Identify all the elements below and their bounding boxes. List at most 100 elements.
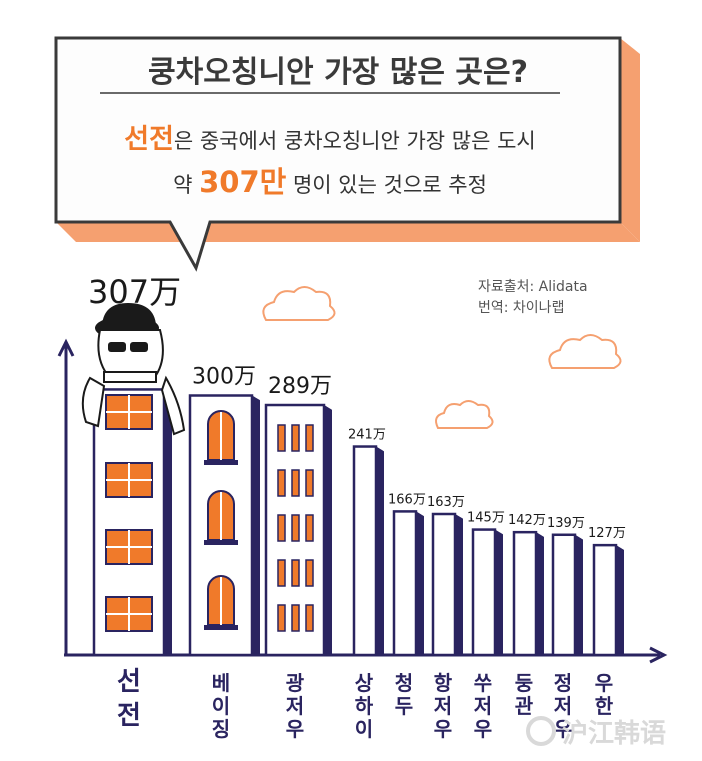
bar-face [392,510,418,657]
value-label-1: 300万 [192,365,256,390]
bubble-body [54,36,622,272]
bar-4 [392,510,424,657]
watermark-text: 沪江韩语 [562,719,666,749]
building-window [204,410,238,465]
value-label-6: 145万 [467,511,505,526]
building-window [305,559,314,587]
bar-0 [92,388,172,657]
line1-rest: 은 중국에서 쿵차오칭니안 가장 많은 도시 [174,129,536,153]
value-label-7: 142万 [508,513,546,528]
x-axis-arrow [649,646,668,664]
bar-side [252,395,260,655]
bar-face [512,530,538,657]
mascot-sunglasses-right [130,342,148,352]
value-label-3: 241万 [348,428,386,443]
building-window [291,469,300,497]
cloud-2 [548,334,622,369]
cloud-1 [262,286,336,321]
bubble-title: 쿵차오칭니안 가장 많은 곳은? [148,55,528,90]
bar-face [431,512,457,657]
value-label-2: 289万 [268,374,332,399]
source-line-2: 번역: 차이나랩 [478,300,564,316]
watermark: 沪江韩语 [526,716,666,749]
building-window [204,575,238,630]
line2-highlight: 307만 [199,165,287,199]
building-window [305,424,314,452]
category-labels-group: 선 전 베 이 징 광 저 우 상 하 이 청 두 항 저 우 쑤 저 우 둥 관 정 저 우 우 한 [117,667,614,741]
building-window [277,604,286,632]
bar-side [455,514,463,655]
building-window [291,424,300,452]
bar-3 [352,445,384,657]
building-window [291,604,300,632]
bar-side [416,511,424,655]
building-window [105,596,153,632]
cloud-3 [435,400,494,429]
building-window [204,490,238,545]
bar-face [551,533,577,657]
building-window [105,462,153,498]
building-window [305,604,314,632]
value-label-0: 307万 [88,273,181,311]
bar-1 [188,394,260,657]
bubble-side-face [620,38,640,242]
value-label-9: 127万 [588,526,626,541]
line2-suffix: 명이 있는 것으로 추정 [286,173,487,197]
building-window [277,424,286,452]
mascot-arm-right [160,375,186,436]
bar-8 [551,533,583,657]
bar-side [324,405,332,655]
mascot-illustration [81,303,186,436]
building-window [105,394,153,430]
bubble-line-1: 선전은 중국에서 쿵차오칭니안 가장 많은 도시 [124,124,536,155]
building-window [277,514,286,542]
building-window [277,469,286,497]
bar-face [592,543,618,657]
building-window [291,514,300,542]
bar-5 [431,512,463,657]
building-window [291,559,300,587]
value-label-4: 166万 [388,492,426,507]
speech-bubble: 쿵차오칭니안 가장 많은 곳은? 선전은 중국에서 쿵차오칭니안 가장 많은 도… [54,36,640,272]
building-window [305,514,314,542]
bar-side [376,446,384,655]
mascot-hands [103,371,157,383]
bars-group [92,388,624,657]
line2-prefix: 약 [173,173,199,197]
bar-side [536,532,544,655]
building-window [305,469,314,497]
mascot-face [97,329,164,379]
source-line-1: 자료출처: Alidata [478,279,588,295]
building-window [277,559,286,587]
watermark-icon [526,716,556,746]
building-window [105,529,153,565]
bar-side [575,534,583,655]
bubble-line-2: 약 307만 명이 있는 것으로 추정 [173,165,487,199]
line1-highlight: 선전 [124,124,174,155]
bar-side [616,545,624,655]
y-axis-arrow [57,338,75,357]
bar-face [352,445,378,657]
mascot-sunglasses-left [108,342,126,352]
bar-side [495,529,503,655]
bar-6 [471,528,503,657]
bubble-bottom-face [56,222,640,242]
bar-9 [592,543,624,657]
mascot-hat [102,303,156,325]
bar-7 [512,530,544,657]
mascot-arm-left [81,376,106,428]
bar-face [471,528,497,657]
bar-side [164,389,172,655]
